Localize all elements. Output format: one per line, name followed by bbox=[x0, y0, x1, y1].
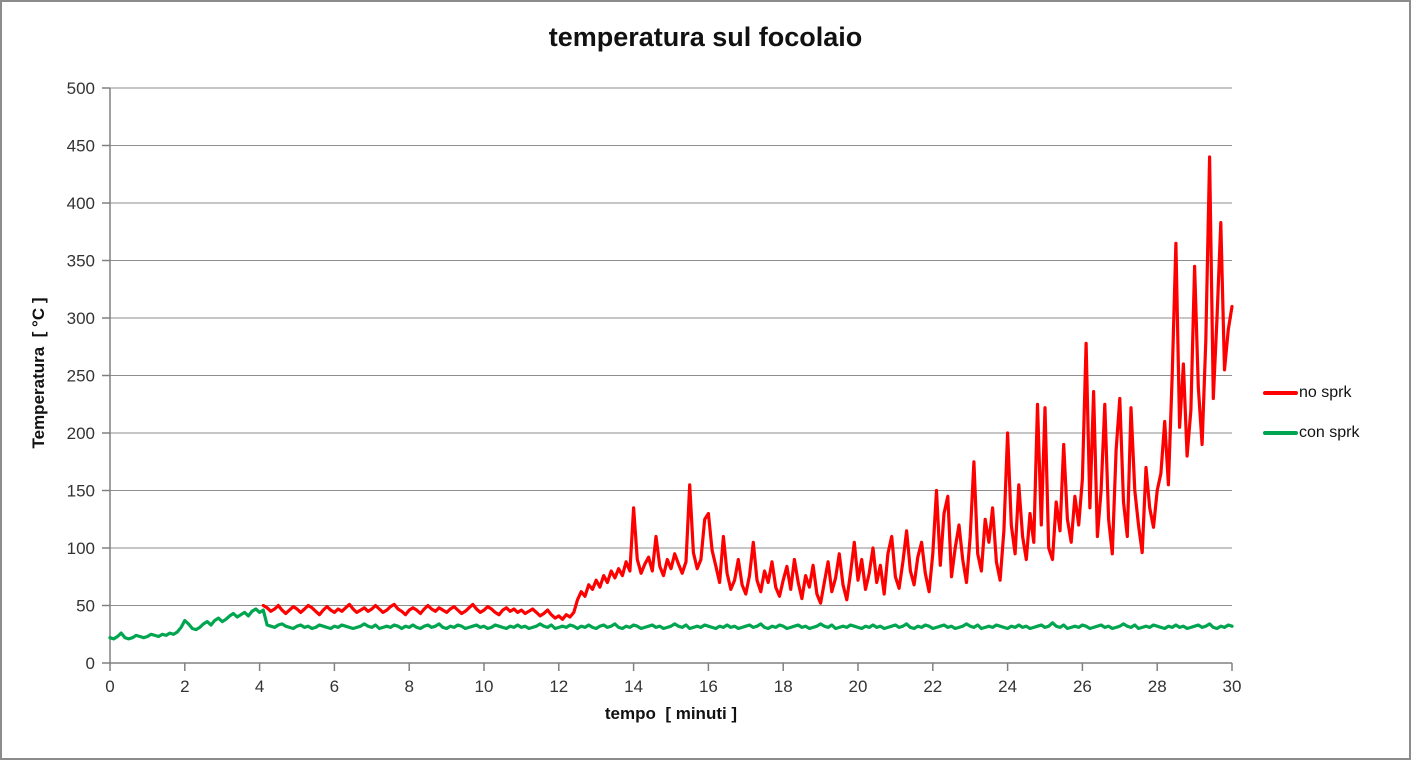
y-tick-label: 350 bbox=[67, 252, 95, 271]
x-tick-label: 6 bbox=[330, 677, 339, 696]
y-tick-label: 200 bbox=[67, 424, 95, 443]
y-tick-label: 400 bbox=[67, 194, 95, 213]
y-tick-label: 450 bbox=[67, 137, 95, 156]
x-tick-label: 0 bbox=[105, 677, 114, 696]
legend-item-no-sprk[interactable]: no sprk bbox=[1263, 383, 1359, 403]
x-tick-label: 2 bbox=[180, 677, 189, 696]
legend-line-green-icon bbox=[1263, 431, 1298, 435]
x-tick-label: 8 bbox=[404, 677, 413, 696]
y-axis-title: Temperatura [ °C ] bbox=[29, 297, 48, 449]
legend-label-no-sprk: no sprk bbox=[1299, 384, 1352, 401]
series-line-0[interactable] bbox=[261, 155, 1234, 621]
x-tick-label: 12 bbox=[549, 677, 568, 696]
legend-label-con-sprk: con sprk bbox=[1299, 424, 1360, 441]
legend-item-con-sprk[interactable]: con sprk bbox=[1263, 423, 1359, 443]
y-tick-label: 500 bbox=[67, 79, 95, 98]
y-tick-label: 50 bbox=[76, 597, 95, 616]
x-tick-label: 24 bbox=[998, 677, 1017, 696]
y-tick-label: 250 bbox=[67, 367, 95, 386]
x-tick-label: 4 bbox=[255, 677, 264, 696]
series-line-1[interactable] bbox=[108, 607, 1234, 641]
y-tick-label: 300 bbox=[67, 309, 95, 328]
x-tick-label: 18 bbox=[774, 677, 793, 696]
x-axis-title: tempo [ minuti ] bbox=[604, 704, 738, 723]
x-tick-label: 10 bbox=[475, 677, 494, 696]
x-tick-label: 26 bbox=[1073, 677, 1092, 696]
y-tick-label: 100 bbox=[67, 539, 95, 558]
x-tick-label: 14 bbox=[624, 677, 643, 696]
x-tick-label: 28 bbox=[1148, 677, 1167, 696]
x-tick-label: 16 bbox=[699, 677, 718, 696]
legend-line-red-icon bbox=[1263, 391, 1298, 395]
x-tick-label: 20 bbox=[849, 677, 868, 696]
x-tick-label: 22 bbox=[923, 677, 942, 696]
x-tick-label: 30 bbox=[1223, 677, 1242, 696]
y-tick-label: 150 bbox=[67, 482, 95, 501]
chart-title: temperatura sul focolaio bbox=[548, 22, 863, 52]
legend: no sprk con sprk bbox=[1263, 383, 1359, 463]
y-tick-label: 0 bbox=[86, 654, 95, 673]
